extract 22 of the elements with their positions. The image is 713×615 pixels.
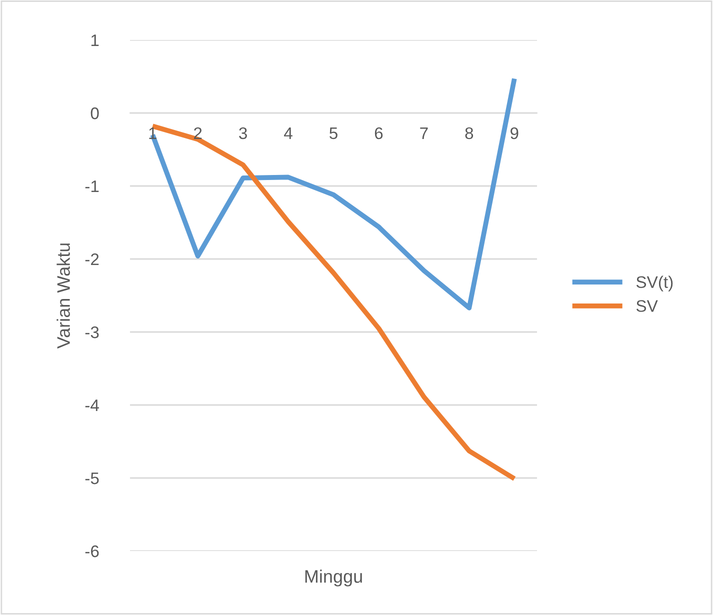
x-tick-label: 9 [510, 127, 518, 140]
line-series [150, 124, 517, 482]
y-tick-label: 1 [91, 34, 99, 46]
x-tick-label: 2 [194, 127, 202, 139]
y-axis-title: Varian Waktu [56, 244, 70, 349]
x-tick-label: 3 [239, 127, 247, 140]
x-tick-label: 6 [374, 127, 383, 140]
legend-label: SV [636, 300, 658, 312]
y-tick-label: -4 [85, 400, 99, 412]
y-tick-label: 0 [90, 107, 99, 120]
y-tick-label: -3 [85, 326, 99, 338]
y-tick-label: -5 [85, 472, 99, 484]
y-tick-label: -6 [85, 545, 99, 558]
legend-label: SV(t) [636, 276, 673, 292]
x-axis-title: Minggu [305, 570, 362, 586]
x-tick-label: 7 [420, 128, 428, 139]
y-tick-label: -1 [85, 180, 99, 192]
x-tick-label: 8 [465, 127, 474, 140]
y-tick-label: -2 [85, 253, 99, 266]
line-series [150, 76, 517, 310]
x-tick-label: 4 [284, 128, 292, 139]
x-tick-label: 5 [330, 128, 338, 140]
